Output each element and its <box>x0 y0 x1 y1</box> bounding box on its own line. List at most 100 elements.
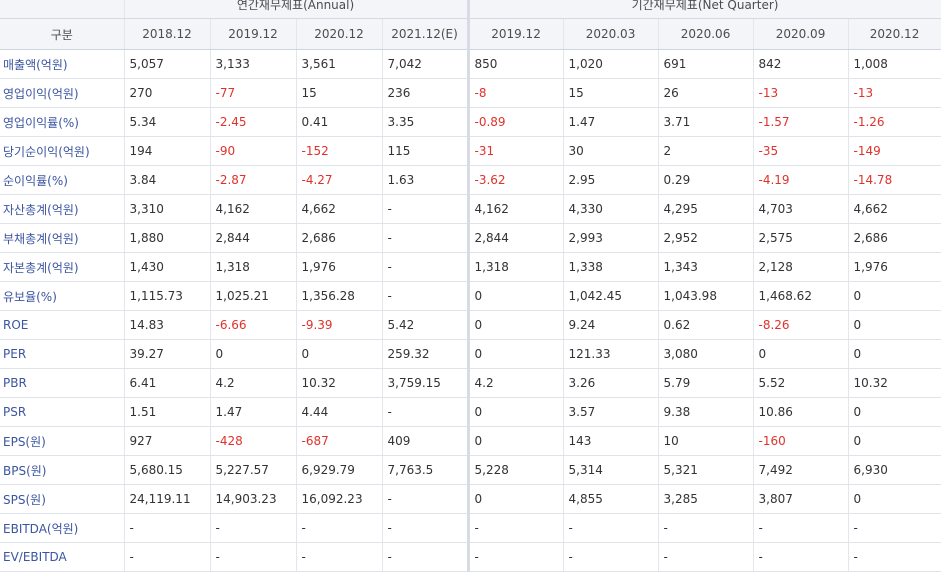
table-cell: 5.52 <box>753 368 849 398</box>
table-cell: 1.47 <box>563 107 659 137</box>
table-cell: 10.32 <box>296 368 383 398</box>
table-cell: 1,976 <box>848 252 941 282</box>
table-cell: 4,162 <box>468 194 564 224</box>
table-cell: 6,930 <box>848 455 941 485</box>
empty-corner-cell <box>0 0 125 19</box>
table-cell: - <box>296 542 383 572</box>
row-label[interactable]: EV/EBITDA <box>0 542 125 572</box>
table-cell: 15 <box>296 78 383 108</box>
table-cell: 4,662 <box>296 194 383 224</box>
table-cell: 691 <box>658 49 754 79</box>
table-row: 유보율(%) 1,115.73 1,025.21 1,356.28-0 1,042.45… <box>0 281 941 311</box>
row-label[interactable]: 매출액(억원) <box>0 49 125 79</box>
table-cell: 4,703 <box>753 194 849 224</box>
table-cell: 16,092.23 <box>296 484 383 514</box>
table-cell: 0 <box>848 310 941 340</box>
table-cell: 1,343 <box>658 252 754 282</box>
table-row: EV/EBITDA - - - - - - - - - <box>0 542 941 572</box>
row-label[interactable]: EPS(원) <box>0 426 125 456</box>
table-cell: 3,080 <box>658 339 754 369</box>
row-label[interactable]: 영업이익률(%) <box>0 107 125 137</box>
table-cell: 0 <box>210 339 297 369</box>
table-cell: -152 <box>296 136 383 166</box>
table-cell: 2 <box>658 136 754 166</box>
table-cell: 4,662 <box>848 194 941 224</box>
row-label[interactable]: ROE <box>0 310 125 340</box>
table-body: 매출액(억원) 5,057 3,133 3,561 7,042 850 1,020 691 84… <box>0 49 941 572</box>
row-label[interactable]: BPS(원) <box>0 455 125 485</box>
table-cell: 0 <box>468 426 564 456</box>
table-cell: 1,025.21 <box>210 281 297 311</box>
row-label[interactable]: PSR <box>0 397 125 427</box>
table-cell: 5,228 <box>468 455 564 485</box>
table-cell: 9.24 <box>563 310 659 340</box>
table-cell: -6.66 <box>210 310 297 340</box>
table-cell: 927 <box>124 426 211 456</box>
table-cell: 39.27 <box>124 339 211 369</box>
table-cell: 194 <box>124 136 211 166</box>
table-cell: 5.34 <box>124 107 211 137</box>
table-cell: 259.32 <box>382 339 470 369</box>
table-cell: 0 <box>468 397 564 427</box>
table-cell: 0 <box>848 397 941 427</box>
table-cell: - <box>563 542 659 572</box>
row-label[interactable]: 유보율(%) <box>0 281 125 311</box>
table-row: PER 39.27 0 0 259.32 0 121.33 3,080 0 0 <box>0 339 941 369</box>
row-label[interactable]: 자본총계(억원) <box>0 252 125 282</box>
table-cell: 3.26 <box>563 368 659 398</box>
table-cell: -0.89 <box>468 107 564 137</box>
table-cell: 26 <box>658 78 754 108</box>
table-cell: 30 <box>563 136 659 166</box>
table-row: EBITDA(억원) - - - - - - - - - <box>0 513 941 543</box>
row-label[interactable]: PBR <box>0 368 125 398</box>
table-row: 자본총계(억원) 1,430 1,318 1,976-1,318 1,338 1,343 2… <box>0 252 941 282</box>
row-label[interactable]: 자산총계(억원) <box>0 194 125 224</box>
table-cell: -2.87 <box>210 165 297 195</box>
table-cell: 7,492 <box>753 455 849 485</box>
row-label[interactable]: EBITDA(억원) <box>0 513 125 543</box>
table-cell: - <box>382 397 470 427</box>
table-cell: -4.27 <box>296 165 383 195</box>
table-cell: - <box>753 542 849 572</box>
table-cell: 4.44 <box>296 397 383 427</box>
table-cell: - <box>296 513 383 543</box>
table-row: 부채총계(억원) 1,880 2,844 2,686-2,844 2,993 2,952 2… <box>0 223 941 253</box>
table-cell: 1,356.28 <box>296 281 383 311</box>
period-header: 2018.12 <box>124 18 211 50</box>
period-header: 2020.12 <box>848 18 941 50</box>
table-cell: 4.2 <box>210 368 297 398</box>
table-cell: 115 <box>382 136 470 166</box>
table-cell: -35 <box>753 136 849 166</box>
table-cell: 6,929.79 <box>296 455 383 485</box>
table-cell: - <box>382 484 470 514</box>
row-label[interactable]: PER <box>0 339 125 369</box>
table-cell: 3,807 <box>753 484 849 514</box>
table-cell: -1.26 <box>848 107 941 137</box>
table-cell: -1.57 <box>753 107 849 137</box>
table-cell: 14.83 <box>124 310 211 340</box>
table-cell: -8 <box>468 78 564 108</box>
table-cell: - <box>468 542 564 572</box>
row-label[interactable]: 순이익률(%) <box>0 165 125 195</box>
table-cell: - <box>210 513 297 543</box>
table-cell: - <box>753 513 849 543</box>
table-cell: 236 <box>382 78 470 108</box>
table-cell: 1,020 <box>563 49 659 79</box>
table-cell: 0 <box>848 484 941 514</box>
period-header: 2020.03 <box>563 18 659 50</box>
row-label[interactable]: SPS(원) <box>0 484 125 514</box>
table-cell: 121.33 <box>563 339 659 369</box>
table-cell: -77 <box>210 78 297 108</box>
row-label[interactable]: 영업이익(억원) <box>0 78 125 108</box>
table-row: 영업이익률(%) 5.34 -2.45 0.41 3.35 -0.89 1.47 3.71 -1… <box>0 107 941 137</box>
row-label[interactable]: 당기순이익(억원) <box>0 136 125 166</box>
table-cell: -14.78 <box>848 165 941 195</box>
table-cell: 5,227.57 <box>210 455 297 485</box>
table-cell: 3.84 <box>124 165 211 195</box>
table-row: 영업이익(억원) 270 -77 15 236 -8 15 26 -13 -13 <box>0 78 941 108</box>
table-cell: -13 <box>848 78 941 108</box>
table-cell: 0 <box>296 339 383 369</box>
table-cell: 7,042 <box>382 49 470 79</box>
table-row: PBR 6.41 4.2 10.32 3,759.15 4.2 3.26 5.79 5.52 10… <box>0 368 941 398</box>
row-label[interactable]: 부채총계(억원) <box>0 223 125 253</box>
